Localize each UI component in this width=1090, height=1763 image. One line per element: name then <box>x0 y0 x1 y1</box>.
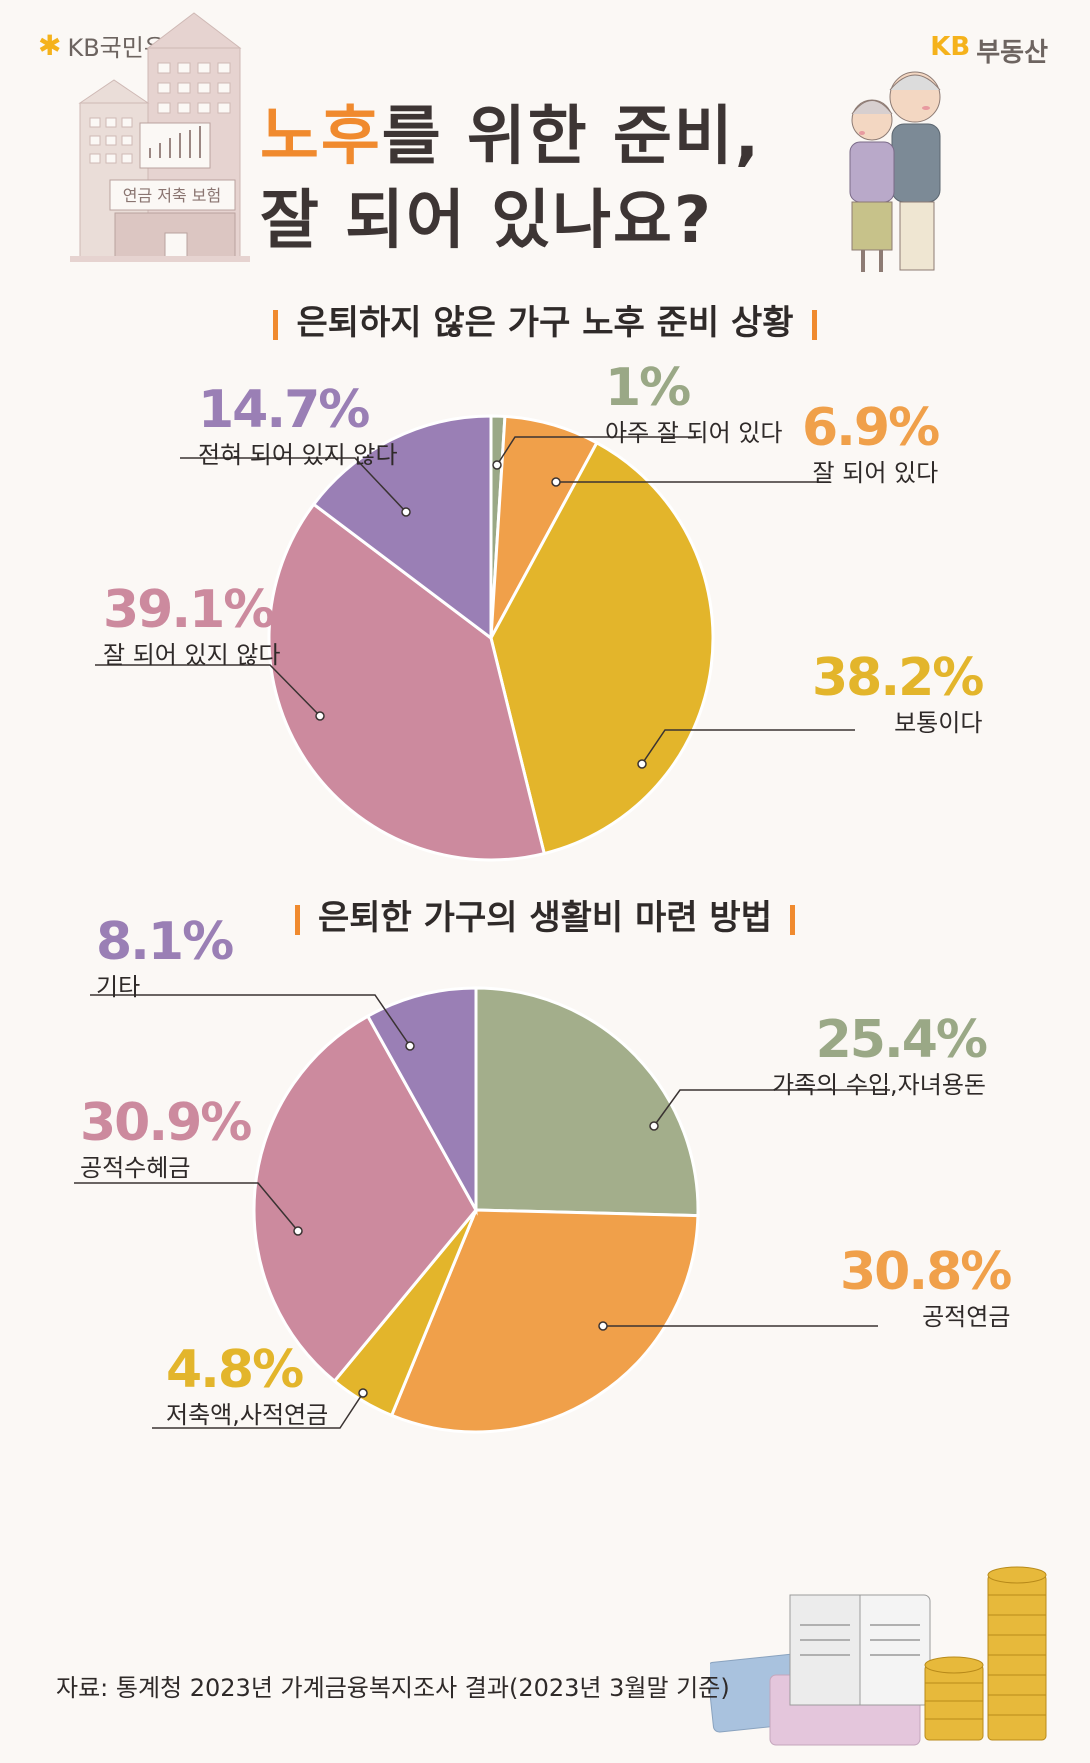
chart1-category-2: 보통이다 <box>894 709 983 737</box>
chart2-leader-line-4 <box>90 994 411 1047</box>
chart1-label-3: 39.1% 잘 되어 있지 않다 <box>103 580 280 670</box>
chart2-category-3: 공적수혜금 <box>80 1154 191 1182</box>
chart2-leader-dot-4 <box>405 1041 415 1051</box>
chart2-leader-line-0 <box>653 1089 890 1127</box>
section-title-1-text: 은퇴하지 않은 가구 노후 준비 상황 <box>296 303 794 343</box>
chart1-label-1: 6.9% 잘 되어 있다 <box>802 398 940 488</box>
chart2-label-2: 4.8% 저축액,사적연금 <box>166 1340 328 1430</box>
chart2-category-4: 기타 <box>96 973 141 1001</box>
chart1-slice-2 <box>489 440 715 856</box>
elderly-couple-illustration <box>849 71 941 272</box>
chart2-slice-4 <box>365 986 478 1216</box>
section-title-1-bar-left <box>273 309 279 340</box>
title-accent: 노후 <box>260 100 382 174</box>
title-line-2: 잘 되어 있나요? <box>260 184 713 258</box>
coins-bankbook-illustration <box>710 1566 1047 1746</box>
kb-realestate-name: 부동산 <box>976 38 1048 68</box>
title-line-1: 노후를 위한 준비, <box>260 95 820 179</box>
chart1-category-3: 잘 되어 있지 않다 <box>103 641 281 669</box>
chart1-label-2: 38.2% 보통이다 <box>812 648 984 738</box>
chart2-label-1: 30.8% 공적연금 <box>840 1242 1012 1332</box>
chart1-leader-line-2 <box>641 729 855 765</box>
chart2-slice-1 <box>389 1208 700 1434</box>
chart1-leader-line-4 <box>180 457 407 513</box>
chart2-category-0: 가족의 수입,자녀용돈 <box>772 1071 986 1099</box>
chart1-leader-dot-1 <box>551 477 561 487</box>
chart1-value-3: 39.1% <box>103 580 275 640</box>
chart1-category-1: 잘 되어 있다 <box>812 459 939 487</box>
title-line-1-rest: 를 위한 준비, <box>381 100 762 174</box>
section-title-1-bar-right <box>811 309 817 340</box>
chart1-value-2: 38.2% <box>812 648 984 708</box>
chart2-leader-line-3 <box>74 1182 299 1232</box>
chart2-leader-dot-1 <box>598 1321 608 1331</box>
chart1-category-4: 전혀 되어 있지 않다 <box>198 441 398 469</box>
chart2-value-1: 30.8% <box>840 1242 1012 1302</box>
kb-realestate-logo: KB 부동산 <box>930 32 1048 69</box>
kb-star-icon: ✱ <box>38 29 62 62</box>
building-sign-text: 연금 저축 보험 <box>123 186 222 205</box>
chart1-slice-4 <box>311 414 493 642</box>
chart2-label-0: 25.4% 가족의 수입,자녀용돈 <box>772 1010 988 1100</box>
chart2-value-3: 30.9% <box>80 1093 252 1153</box>
page-title: 노후를 위한 준비, 잘 되어 있나요? <box>260 95 820 263</box>
chart2-label-3: 30.9% 공적수혜금 <box>80 1093 252 1183</box>
chart2-leader-line-2 <box>152 1392 364 1429</box>
chart1-slice-3 <box>267 502 547 862</box>
chart2-leader-dot-0 <box>649 1121 659 1131</box>
chart1-leader-dot-4 <box>401 507 411 517</box>
chart1-value-1: 6.9% <box>802 398 940 458</box>
section-title-2-bar-left <box>295 904 300 935</box>
chart2-label-4: 8.1% 기타 <box>96 912 234 1002</box>
chart2-slice-0 <box>474 986 700 1218</box>
section-title-2-bar-right <box>790 904 795 935</box>
source-note: 자료: 통계청 2023년 가계금융복지조사 결과(2023년 3월말 기준) <box>56 1674 730 1702</box>
chart2-slice-3 <box>252 1014 478 1384</box>
chart2-leader-dot-3 <box>293 1226 303 1236</box>
chart2-category-1: 공적연금 <box>922 1303 1011 1331</box>
chart2-value-2: 4.8% <box>166 1340 304 1400</box>
building-illustration: 연금 저축 보험 <box>70 12 250 262</box>
kb-realestate-kb: KB <box>930 32 971 62</box>
section-title-2-text: 은퇴한 가구의 생활비 마련 방법 <box>318 898 772 938</box>
chart2-category-2: 저축액,사적연금 <box>166 1401 329 1429</box>
chart1-leader-dot-2 <box>637 759 647 769</box>
chart1-value-4: 14.7% <box>198 380 370 440</box>
chart2-value-0: 25.4% <box>815 1010 988 1070</box>
chart1-leader-dot-3 <box>315 711 325 721</box>
chart1-category-0: 아주 잘 되어 있다 <box>605 419 783 447</box>
section-title-1: 은퇴하지 않은 가구 노후 준비 상황 <box>0 295 1090 344</box>
chart1-leader-dot-0 <box>492 460 502 470</box>
chart1-label-0: 1% 아주 잘 되어 있다 <box>605 358 782 448</box>
chart1-leader-line-3 <box>95 664 321 717</box>
chart1-leader-line-0 <box>496 436 700 466</box>
section-title-2: 은퇴한 가구의 생활비 마련 방법 <box>0 890 1090 939</box>
chart1-value-0: 1% <box>605 358 691 418</box>
chart2-value-4: 8.1% <box>96 912 234 972</box>
chart2-leader-dot-2 <box>358 1388 368 1398</box>
chart1-label-4: 14.7% 전혀 되어 있지 않다 <box>198 380 398 470</box>
